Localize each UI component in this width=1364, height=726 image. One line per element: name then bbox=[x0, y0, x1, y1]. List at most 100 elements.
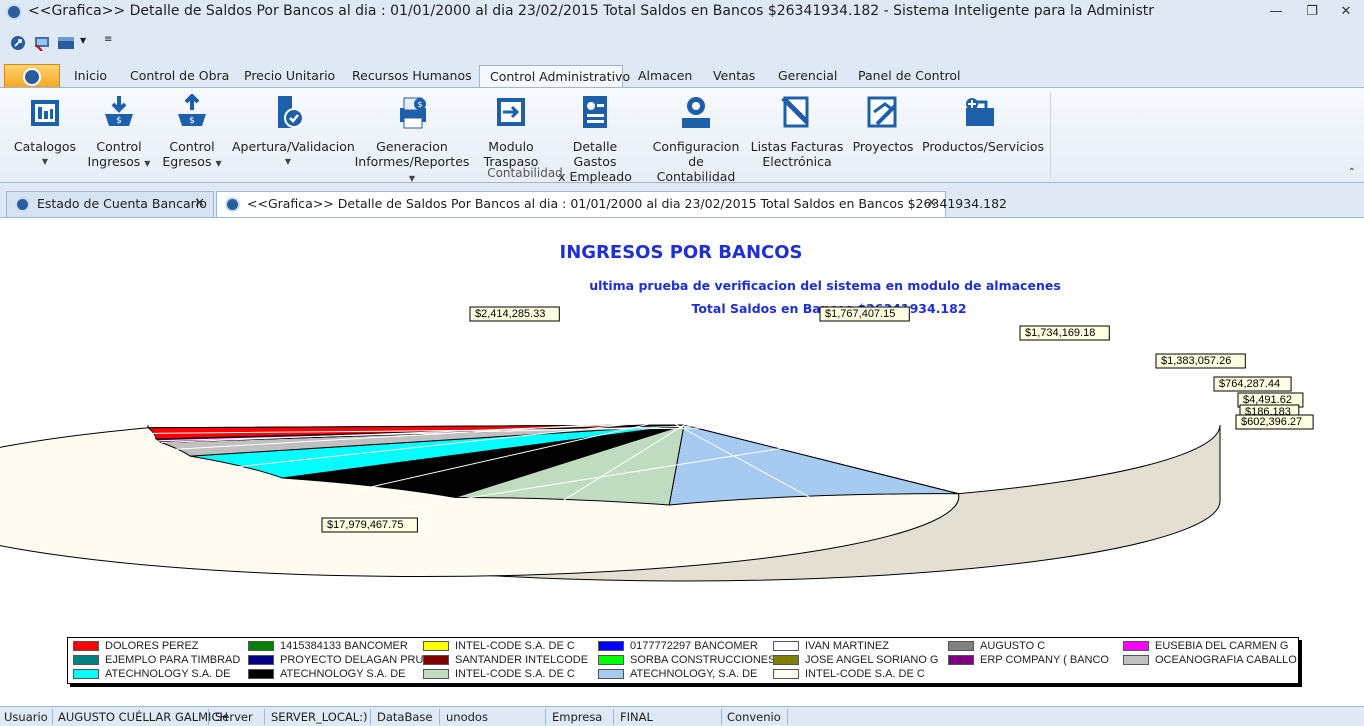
close-tab-icon[interactable]: ✕ bbox=[194, 196, 205, 211]
configuracion-label-1: Configuracion bbox=[652, 139, 740, 154]
label-leader-line bbox=[158, 410, 1243, 442]
pie-data-label-box bbox=[1155, 353, 1246, 369]
label-leader-line bbox=[361, 337, 1031, 490]
quick-access-toolbar: ▼ ≡ bbox=[0, 30, 1364, 56]
svg-text:$: $ bbox=[189, 116, 195, 126]
close-tab-icon[interactable]: ✕ bbox=[926, 196, 937, 211]
tab-control-de-obra[interactable]: Control de Obra bbox=[130, 68, 230, 83]
products-icon bbox=[966, 98, 994, 126]
app-menu-icon bbox=[23, 67, 41, 86]
ribbon-tabs: Inicio Control de Obra Precio Unitario R… bbox=[0, 63, 1364, 88]
doc-tab-estado-cuenta[interactable]: Estado de Cuenta Bancario ✕ bbox=[6, 191, 214, 217]
chart-title-text: INGRESOS POR BANCOS bbox=[559, 242, 803, 263]
label-leader-line bbox=[479, 317, 820, 503]
pie-data-label-box bbox=[469, 306, 560, 322]
status-empresa-label: Empresa bbox=[552, 710, 603, 724]
legend-swatch bbox=[73, 641, 99, 651]
legend-swatch bbox=[423, 655, 449, 665]
pie-data-label-box bbox=[321, 517, 418, 533]
restore-button[interactable]: ❐ bbox=[1306, 4, 1318, 19]
legend-label: OCEANOGRAFIA CABALLO bbox=[1155, 654, 1297, 666]
detalle-gastos-button[interactable]: Detalle Gastos x Empleado bbox=[550, 94, 640, 184]
legend-label: ATECHNOLOGY S.A. DE bbox=[105, 668, 231, 680]
invoice-icon bbox=[781, 96, 809, 128]
legend-label: JOSE ANGEL SORIANO G bbox=[805, 654, 939, 666]
chart-subtitle: ultima prueba de verificacion del sistem… bbox=[589, 278, 1061, 293]
legend-label: SANTANDER INTELCODE bbox=[455, 654, 589, 666]
legend-swatch bbox=[248, 655, 274, 665]
screen-icon[interactable] bbox=[33, 35, 51, 51]
application-menu-button[interactable] bbox=[4, 64, 60, 88]
status-separator bbox=[545, 709, 546, 725]
generacion-label-1: Generacion bbox=[376, 139, 448, 154]
legend-label: IVAN MARTINEZ bbox=[805, 640, 889, 652]
chevron-down-icon: ▼ bbox=[408, 174, 416, 183]
pie-data-label-box bbox=[1213, 376, 1292, 392]
tab-inicio[interactable]: Inicio bbox=[74, 68, 108, 83]
dropdown-icon[interactable]: ▼ bbox=[80, 36, 87, 45]
label-leader-line bbox=[230, 365, 1166, 469]
legend-label: 1415384133 BANCOMER bbox=[280, 640, 408, 652]
control-egresos-button[interactable]: $ Control Egresos ▼ bbox=[158, 93, 226, 171]
status-usuario-label: Usuario bbox=[4, 710, 48, 724]
control-ingresos-text: Ingresos bbox=[87, 154, 141, 169]
ribbon-panel: Catalogos ▼ $ Control Ingresos ▼ $ Contr… bbox=[0, 87, 1364, 186]
legend-swatch bbox=[598, 669, 624, 679]
apertura-validacion-button[interactable]: Apertura/Validacion ▼ bbox=[232, 94, 355, 169]
pie-data-label: $764,287.44 bbox=[1219, 378, 1280, 390]
modulo-traspaso-button[interactable]: Modulo Traspaso bbox=[480, 94, 542, 169]
status-separator bbox=[52, 709, 53, 725]
collapse-ribbon-icon[interactable]: ⌃ bbox=[1347, 167, 1356, 178]
legend-swatch bbox=[423, 669, 449, 679]
generacion-text: Informes/Reportes bbox=[354, 154, 470, 169]
listas-facturas-button[interactable]: Listas Facturas Electrónica bbox=[750, 94, 844, 169]
legend-swatch bbox=[598, 641, 624, 651]
document-tabs: Estado de Cuenta Bancario ✕ <<Grafica>> … bbox=[0, 189, 1364, 217]
generacion-informes-button[interactable]: $ Generacion Informes/Reportes ▼ bbox=[352, 94, 472, 186]
legend-label: PROYECTO DELAGAN PRU bbox=[280, 654, 424, 666]
tab-precio-unitario[interactable]: Precio Unitario bbox=[244, 68, 336, 83]
layout-icon[interactable] bbox=[57, 35, 75, 51]
tab-panel-de-control[interactable]: Panel de Control bbox=[858, 68, 961, 83]
listas-facturas-label-1: Listas Facturas bbox=[750, 139, 844, 154]
label-leader-line bbox=[150, 422, 1237, 434]
productos-servicios-button[interactable]: Productos/Servicios bbox=[922, 94, 1044, 154]
svg-text:$: $ bbox=[417, 100, 422, 109]
report-icon: $ bbox=[400, 97, 426, 129]
chevron-down-icon: ▼ bbox=[284, 157, 292, 166]
legend-swatch bbox=[423, 641, 449, 651]
chevron-down-icon: ▼ bbox=[41, 157, 49, 166]
pie-chart: $17,979,467.75 $2,414,285.33 $1,767,407.15… bbox=[0, 306, 1314, 582]
proyectos-button[interactable]: Proyectos bbox=[852, 94, 914, 154]
catalogos-button[interactable]: Catalogos ▼ bbox=[12, 94, 78, 169]
legend-swatch bbox=[248, 669, 274, 679]
legend-label: DOLORES PEREZ bbox=[105, 640, 199, 652]
status-empresa-value: FINAL bbox=[620, 710, 653, 724]
configuracion-contabilidad-button[interactable]: Configuracion de Contabilidad bbox=[648, 94, 744, 184]
pin-icon[interactable] bbox=[10, 35, 28, 51]
tab-recursos-humanos[interactable]: Recursos Humanos bbox=[352, 68, 472, 83]
status-database-value: unodos bbox=[446, 710, 488, 724]
minimize-button[interactable]: — bbox=[1269, 4, 1283, 19]
catalog-icon bbox=[31, 100, 59, 126]
pie-data-label: $4,491.62 bbox=[1243, 394, 1292, 406]
group-label-contabilidad: Contabilidad bbox=[487, 166, 563, 180]
tab-gerencial[interactable]: Gerencial bbox=[778, 68, 838, 83]
window-title: <<Grafica>> Detalle de Saldos Por Bancos… bbox=[28, 3, 1154, 19]
control-ingresos-button[interactable]: $ Control Ingresos ▼ bbox=[84, 94, 154, 171]
legend-label: INTEL-CODE S.A. DE C bbox=[455, 640, 575, 652]
legend-swatch bbox=[948, 655, 974, 665]
customize-icon[interactable]: ≡ bbox=[104, 34, 113, 45]
status-bar: Usuario AUGUSTO CUÉLLAR GALMICH Server S… bbox=[0, 706, 1364, 726]
legend-swatch bbox=[773, 655, 799, 665]
tab-control-administrativo[interactable]: Control Administrativo bbox=[479, 65, 630, 88]
tab-ventas[interactable]: Ventas bbox=[713, 68, 756, 83]
control-egresos-label-1: Control bbox=[169, 139, 215, 154]
close-button[interactable]: ✕ bbox=[1340, 4, 1352, 19]
doc-tab-grafica[interactable]: <<Grafica>> Detalle de Saldos Por Bancos… bbox=[216, 191, 1007, 217]
legend-label: EJEMPLO PARA TIMBRAD bbox=[105, 654, 241, 666]
validation-icon bbox=[278, 96, 304, 128]
svg-text:$: $ bbox=[116, 116, 122, 126]
tab-almacen[interactable]: Almacen bbox=[638, 68, 693, 83]
legend-label: SORBA CONSTRUCCIONES bbox=[630, 654, 776, 666]
